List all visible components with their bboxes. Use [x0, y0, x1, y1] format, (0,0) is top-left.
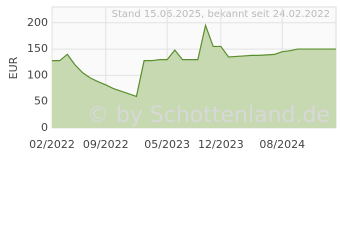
line — [52, 23, 336, 98]
x-tick-label: 05/2023 — [144, 138, 190, 151]
y-axis-label: EUR — [7, 56, 20, 79]
y-tick-label: 50 — [34, 95, 48, 108]
chart: EUR Stand 15.06.2025, bekannt seit 24.02… — [7, 6, 337, 151]
x-tick-label: 09/2022 — [83, 138, 129, 151]
area — [52, 25, 336, 129]
x-tick-label: 12/2023 — [198, 138, 244, 151]
y-tick-label: 100 — [27, 68, 48, 81]
x-tick-label: 08/2024 — [259, 138, 305, 151]
y-tick-label: 150 — [27, 42, 48, 55]
y-tick-label: 0 — [41, 121, 48, 134]
x-tick-label: 02/2022 — [29, 138, 75, 151]
layer: 0 50 100 150 200 02/2022 09/2022 05/2023 12/2023… — [27, 7, 336, 151]
y-tick-label: 200 — [27, 16, 48, 29]
watermark: © by Schottenland.de — [87, 103, 330, 128]
